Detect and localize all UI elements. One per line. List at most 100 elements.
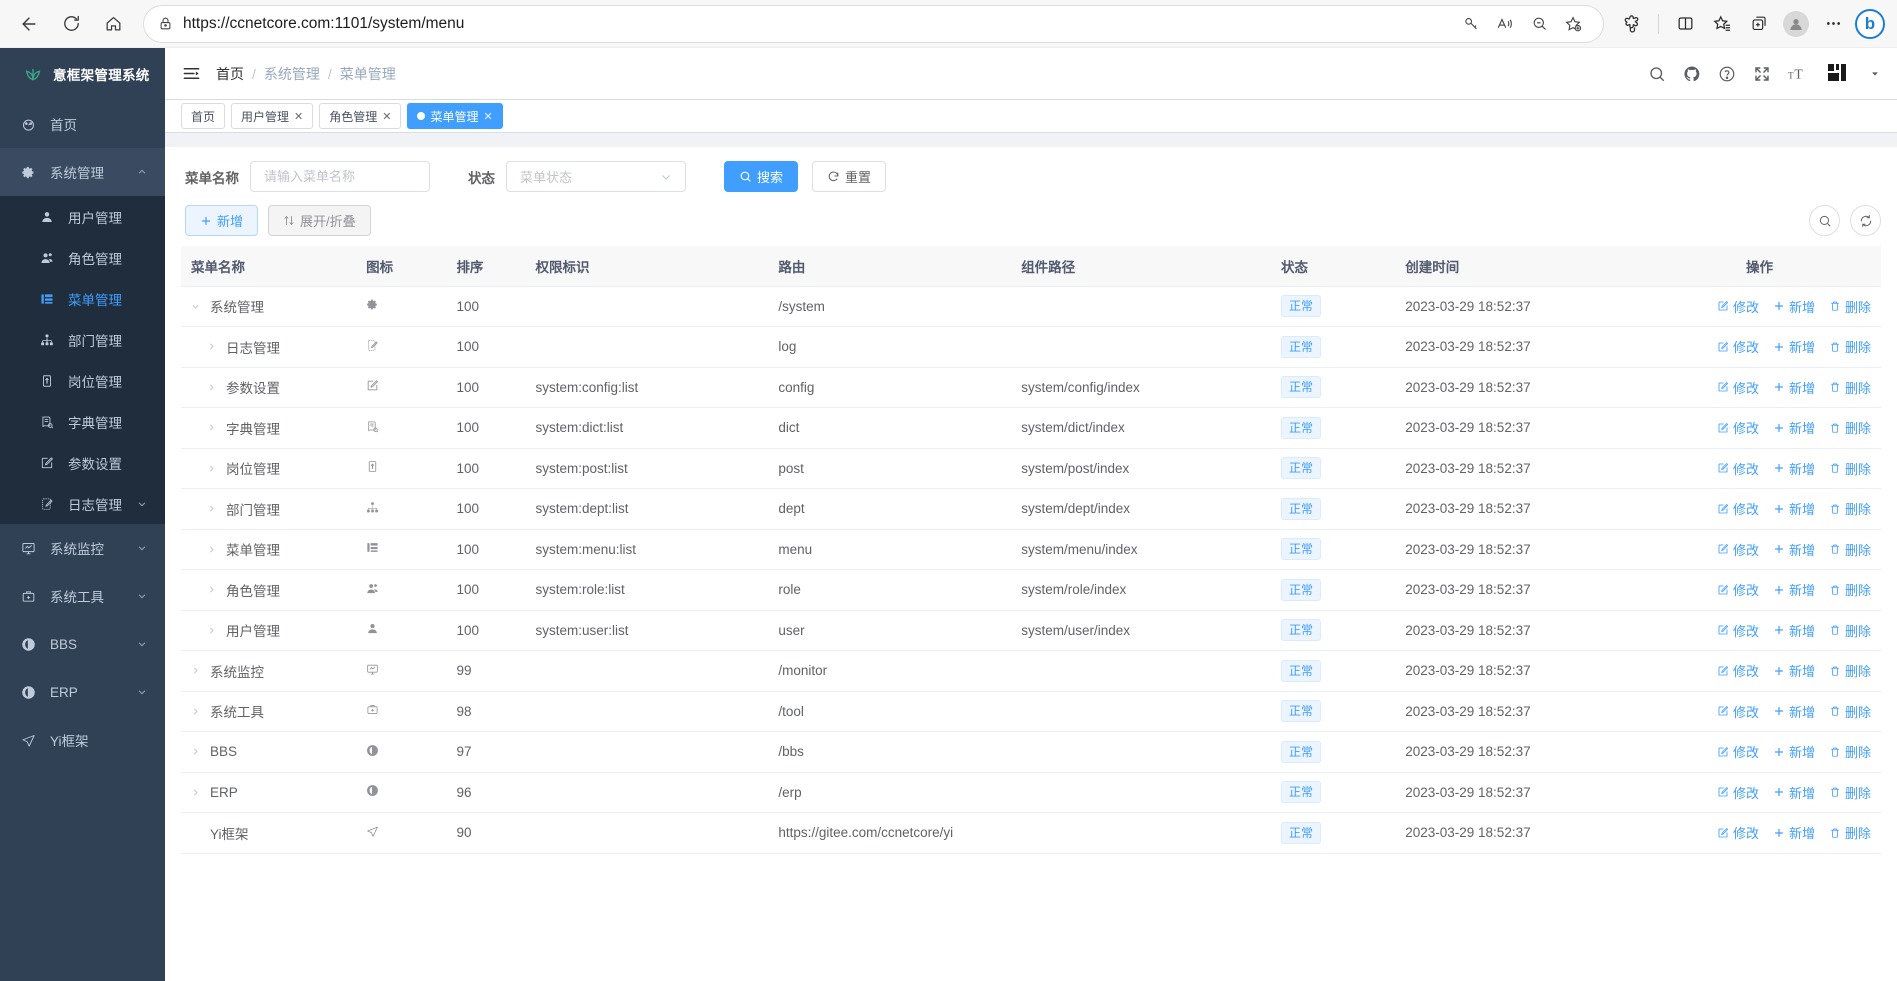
key-icon[interactable]	[1455, 8, 1487, 40]
close-icon[interactable]: ✕	[294, 110, 304, 123]
zoom-out-icon[interactable]	[1523, 8, 1555, 40]
table-row[interactable]: 参数设置 100 system:config:list config system/co…	[181, 367, 1881, 408]
read-aloud-icon[interactable]	[1489, 8, 1521, 40]
table-row[interactable]: 角色管理 100 system:role:list role system/role/i…	[181, 569, 1881, 611]
delete-button[interactable]: 删除	[1829, 702, 1871, 721]
caret-right-icon[interactable]	[207, 504, 219, 513]
chevron-down-icon[interactable]	[1870, 69, 1880, 79]
edit-button[interactable]: 修改	[1717, 418, 1759, 437]
sidebar-item-log-management[interactable]: 日志管理	[0, 483, 165, 524]
caret-right-icon[interactable]	[207, 423, 219, 432]
caret-right-icon[interactable]	[207, 342, 219, 351]
add-button[interactable]: 新增	[1773, 297, 1815, 316]
add-button[interactable]: 新增	[1773, 540, 1815, 559]
table-row[interactable]: 系统工具 98/tool 正常 2023-03-29 18:52:37 修改 新增 删除	[181, 691, 1881, 732]
caret-right-icon[interactable]	[207, 626, 219, 635]
close-icon[interactable]: ✕	[483, 110, 493, 123]
split-screen-icon[interactable]	[1668, 7, 1702, 41]
reload-icon[interactable]	[52, 5, 90, 43]
sidebar-item-home[interactable]: 首页	[0, 100, 165, 148]
sidebar-item-config-settings[interactable]: 参数设置	[0, 442, 165, 483]
delete-button[interactable]: 删除	[1829, 297, 1871, 316]
add-button[interactable]: 新增	[1773, 661, 1815, 680]
edit-button[interactable]: 修改	[1717, 499, 1759, 518]
edit-button[interactable]: 修改	[1717, 540, 1759, 559]
table-search-icon-button[interactable]	[1809, 205, 1840, 236]
delete-button[interactable]: 删除	[1829, 499, 1871, 518]
table-row[interactable]: 系统监控 99/monitor 正常 2023-03-29 18:52:37 修改 新增 删…	[181, 650, 1881, 692]
sidebar-item-system-management[interactable]: 系统管理	[0, 148, 165, 196]
sidebar-item-user-management[interactable]: 用户管理	[0, 196, 165, 237]
sidebar-item-yi-framework[interactable]: Yi框架	[0, 716, 165, 764]
caret-right-icon[interactable]	[191, 666, 203, 675]
table-row[interactable]: Yi框架 90 https://gitee.com/ccnetcore/yi 正常 20…	[181, 812, 1881, 854]
caret-right-icon[interactable]	[207, 545, 219, 554]
table-row[interactable]: BBS 97/bbs 正常 2023-03-29 18:52:37 修改 新增 删除	[181, 731, 1881, 773]
edit-button[interactable]: 修改	[1717, 661, 1759, 680]
add-button[interactable]: 新增	[1773, 459, 1815, 478]
sidebar-item-system-monitor[interactable]: 系统监控	[0, 524, 165, 572]
table-row[interactable]: 日志管理 100 log 正常 2023-03-29 18:52:37 修改 新增 删除	[181, 326, 1881, 368]
edit-button[interactable]: 修改	[1717, 297, 1759, 316]
delete-button[interactable]: 删除	[1829, 783, 1871, 802]
edit-button[interactable]: 修改	[1717, 459, 1759, 478]
sidebar-item-post-management[interactable]: 岗位管理	[0, 360, 165, 401]
caret-down-icon[interactable]	[191, 302, 203, 311]
extensions-icon[interactable]	[1615, 7, 1649, 41]
table-refresh-icon-button[interactable]	[1850, 205, 1881, 236]
sidebar-item-menu-management[interactable]: 菜单管理	[0, 278, 165, 319]
search-icon[interactable]	[1648, 65, 1666, 83]
tab-menu-management[interactable]: 菜单管理 ✕	[407, 103, 503, 129]
breadcrumb-item-home[interactable]: 首页	[216, 65, 244, 82]
add-button[interactable]: 新增	[1773, 337, 1815, 356]
status-select[interactable]: 菜单状态	[506, 161, 686, 192]
address-bar[interactable]: https://ccnetcore.com:1101/system/menu	[144, 5, 1603, 42]
user-avatar-icon[interactable]	[1825, 61, 1853, 86]
edit-button[interactable]: 修改	[1717, 742, 1759, 761]
edit-button[interactable]: 修改	[1717, 702, 1759, 721]
sidebar-item-system-tools[interactable]: 系统工具	[0, 572, 165, 620]
sidebar-item-role-management[interactable]: 角色管理	[0, 237, 165, 278]
collections-icon[interactable]	[1742, 7, 1776, 41]
add-button[interactable]: 新增	[1773, 621, 1815, 640]
table-row[interactable]: ERP 96/erp 正常 2023-03-29 18:52:37 修改 新增 删除	[181, 772, 1881, 813]
add-button[interactable]: 新增	[1773, 702, 1815, 721]
add-button[interactable]: 新增	[1773, 742, 1815, 761]
menu-name-input[interactable]	[250, 161, 430, 192]
add-button[interactable]: 新增	[185, 205, 259, 236]
caret-right-icon[interactable]	[191, 747, 203, 756]
delete-button[interactable]: 删除	[1829, 540, 1871, 559]
table-row[interactable]: 字典管理 100 system:dict:list dict system/dict/i…	[181, 407, 1881, 449]
back-arrow-icon[interactable]	[10, 5, 48, 43]
favorites-icon[interactable]	[1705, 7, 1739, 41]
add-favorite-icon[interactable]	[1557, 8, 1589, 40]
delete-button[interactable]: 删除	[1829, 378, 1871, 397]
sidebar-item-dict-management[interactable]: 字典管理	[0, 401, 165, 442]
delete-button[interactable]: 删除	[1829, 580, 1871, 599]
more-options-icon[interactable]	[1816, 7, 1850, 41]
caret-right-icon[interactable]	[191, 707, 203, 716]
copilot-icon[interactable]: b	[1853, 7, 1887, 41]
sidebar-item-dept-management[interactable]: 部门管理	[0, 319, 165, 360]
table-row[interactable]: 用户管理 100 system:user:list user system/user/i…	[181, 610, 1881, 651]
reset-button[interactable]: 重置	[812, 161, 887, 192]
caret-right-icon[interactable]	[207, 464, 219, 473]
add-button[interactable]: 新增	[1773, 418, 1815, 437]
caret-right-icon[interactable]	[207, 383, 219, 392]
fullscreen-icon[interactable]	[1753, 65, 1771, 83]
help-icon[interactable]	[1718, 65, 1736, 83]
edit-button[interactable]: 修改	[1717, 621, 1759, 640]
table-row[interactable]: 岗位管理 100 system:post:list post system/post/i…	[181, 448, 1881, 489]
table-row[interactable]: 系统管理 100/system 正常 2023-03-29 18:52:37 修改 新增 删…	[181, 286, 1881, 327]
delete-button[interactable]: 删除	[1829, 742, 1871, 761]
caret-right-icon[interactable]	[191, 788, 203, 797]
edit-button[interactable]: 修改	[1717, 783, 1759, 802]
add-button[interactable]: 新增	[1773, 499, 1815, 518]
tab-role-management[interactable]: 角色管理 ✕	[319, 103, 402, 129]
hamburger-collapse-icon[interactable]	[182, 64, 201, 83]
breadcrumb-item-system[interactable]: 系统管理	[263, 65, 320, 82]
delete-button[interactable]: 删除	[1829, 621, 1871, 640]
edit-button[interactable]: 修改	[1717, 378, 1759, 397]
close-icon[interactable]: ✕	[382, 110, 392, 123]
